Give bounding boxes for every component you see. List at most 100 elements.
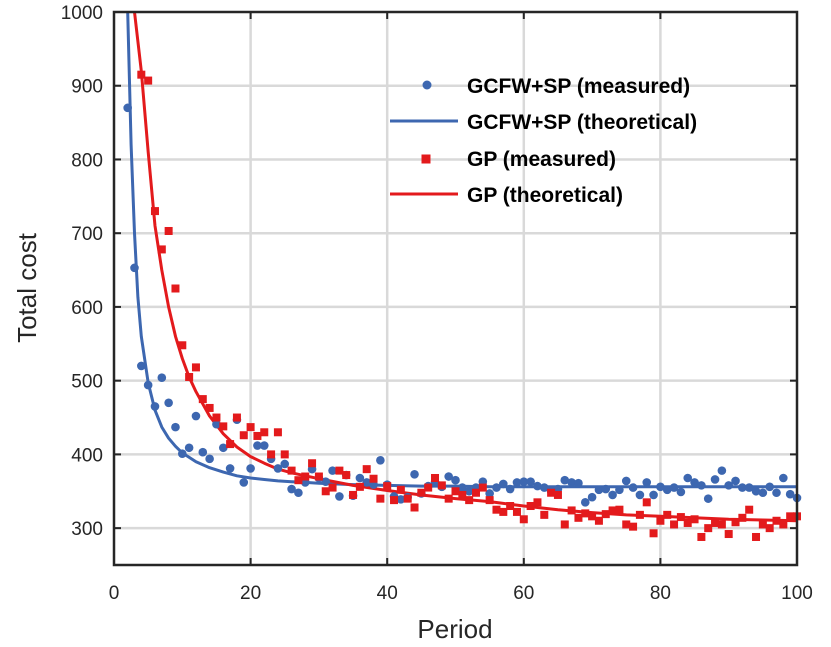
point-gp-measured — [342, 471, 351, 480]
point-gp-measured — [711, 518, 720, 527]
point-gp-measured — [383, 482, 392, 491]
point-gp-measured — [171, 284, 180, 293]
point-gcfw-sp-measured — [505, 484, 515, 494]
point-gp-measured — [690, 515, 699, 524]
point-gp-measured — [752, 532, 761, 541]
y-tick-label: 700 — [71, 224, 103, 245]
point-gp-measured — [390, 496, 399, 505]
point-gcfw-sp-measured — [218, 443, 228, 453]
y-axis-label: Total cost — [12, 232, 42, 343]
point-gp-measured — [676, 513, 685, 522]
point-gp-measured — [758, 520, 767, 529]
point-gcfw-sp-measured — [765, 482, 774, 492]
point-gp-measured — [629, 522, 638, 531]
point-gp-measured — [417, 488, 426, 497]
y-tick-label: 400 — [71, 445, 103, 466]
point-gp-measured — [663, 510, 672, 519]
point-gp-measured — [567, 506, 576, 515]
point-gp-measured — [226, 440, 235, 449]
point-gp-measured — [765, 524, 774, 533]
x-tick-label: 60 — [513, 583, 534, 604]
point-gp-measured — [431, 473, 440, 482]
ticks — [113, 11, 798, 565]
point-gcfw-sp-measured — [669, 483, 679, 492]
point-gcfw-sp-measured — [615, 485, 624, 495]
point-gp-measured — [362, 465, 371, 474]
point-gcfw-sp-measured — [171, 422, 180, 432]
point-gp-measured — [608, 506, 617, 515]
point-gp-measured — [212, 413, 221, 422]
point-gp-measured — [280, 450, 289, 459]
point-gp-measured — [376, 494, 385, 503]
point-gp-measured — [178, 341, 187, 350]
point-gp-measured — [253, 431, 262, 440]
point-gp-measured — [205, 403, 214, 412]
point-gp-measured — [157, 245, 166, 254]
point-gcfw-sp-measured — [779, 473, 788, 483]
point-gcfw-sp-measured — [744, 483, 754, 492]
point-gcfw-sp-measured — [225, 464, 235, 473]
point-gp-measured — [150, 207, 159, 216]
legend-label-gp-theoretical: GP (theoretical) — [467, 184, 623, 207]
point-gp-measured — [553, 490, 562, 499]
point-gp-measured — [704, 524, 713, 533]
point-gp-measured — [314, 472, 323, 481]
point-gcfw-sp-measured — [150, 402, 160, 411]
point-gcfw-sp-measured — [280, 459, 290, 469]
point-gcfw-sp-measured — [259, 441, 269, 450]
point-gcfw-sp-measured — [608, 490, 617, 500]
point-gcfw-sp-measured — [601, 484, 611, 494]
point-gp-measured — [649, 529, 658, 538]
point-gcfw-sp-measured — [738, 483, 747, 492]
point-gp-measured — [594, 516, 603, 525]
point-gcfw-sp-measured — [676, 487, 686, 497]
point-gp-measured — [451, 487, 460, 496]
x-tick-label: 80 — [650, 583, 671, 604]
point-gp-measured — [273, 428, 282, 437]
point-gp-measured — [506, 502, 515, 511]
point-gp-measured — [745, 505, 754, 514]
point-gp-measured — [499, 507, 508, 516]
legend-label-gcfw-measured: GCFW+SP (measured) — [467, 75, 690, 98]
point-gp-measured — [471, 488, 480, 497]
point-gp-measured — [349, 490, 358, 499]
point-gcfw-sp-measured — [198, 447, 208, 457]
point-gp-measured — [560, 520, 569, 529]
point-gcfw-sp-measured — [724, 481, 733, 490]
point-gp-measured — [232, 413, 241, 422]
point-gp-measured — [246, 423, 255, 432]
point-gp-measured — [144, 76, 153, 85]
point-gcfw-sp-measured — [321, 477, 331, 486]
point-gcfw-sp-measured — [273, 464, 283, 473]
point-gcfw-sp-measured — [335, 492, 344, 501]
point-gp-measured — [588, 512, 597, 521]
point-gcfw-sp-measured — [143, 380, 153, 390]
point-gp-measured — [437, 481, 446, 490]
point-gcfw-sp-measured — [594, 485, 604, 495]
point-gp-measured — [321, 487, 330, 496]
point-gcfw-sp-measured — [526, 477, 535, 486]
point-gcfw-sp-measured — [587, 492, 597, 502]
point-gp-measured — [772, 516, 781, 525]
point-gp-measured — [239, 431, 248, 440]
point-gp-measured — [547, 488, 556, 497]
point-gp-measured — [294, 476, 303, 485]
point-gp-measured — [485, 496, 494, 505]
point-gp-measured — [574, 513, 583, 522]
x-tick-label: 100 — [781, 583, 813, 604]
point-gcfw-sp-measured — [492, 483, 501, 492]
point-gcfw-sp-measured — [410, 470, 419, 479]
point-gcfw-sp-measured — [751, 486, 761, 496]
point-gp-measured — [191, 363, 200, 372]
legend-label-gp-measured: GP (measured) — [467, 148, 616, 171]
point-gp-measured — [308, 459, 317, 468]
point-gcfw-sp-measured — [123, 103, 132, 113]
point-gcfw-sp-measured — [683, 473, 693, 483]
point-gp-measured — [540, 510, 549, 519]
point-gcfw-sp-measured — [649, 490, 658, 500]
point-gcfw-sp-measured — [212, 419, 221, 429]
legend: GCFW+SP (measured) GCFW+SP (theoretical)… — [390, 75, 697, 207]
point-gp-measured — [335, 466, 344, 475]
point-gcfw-sp-measured — [485, 489, 494, 498]
